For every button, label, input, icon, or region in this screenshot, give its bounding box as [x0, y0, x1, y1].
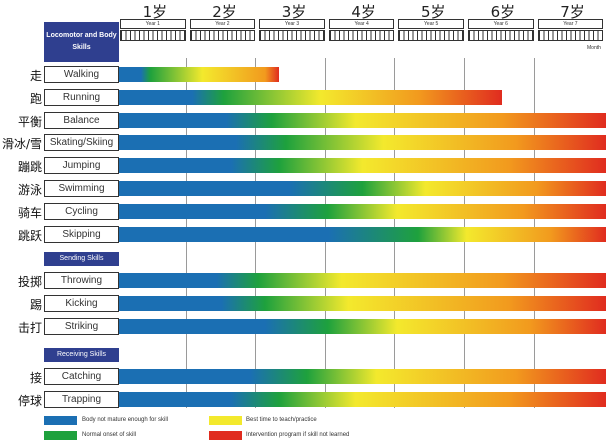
month-ruler — [120, 30, 186, 41]
skill-english-label: Striking — [44, 317, 119, 335]
skill-chinese-label: 蹦跳 — [17, 160, 42, 175]
skill-bar — [119, 318, 607, 334]
skill-english-label: Skating/Skiing — [44, 134, 119, 152]
age-label: 4岁 — [351, 3, 376, 21]
skill-bar — [119, 135, 607, 151]
section-header: Receiving Skills — [44, 348, 119, 362]
section-header: Locomotor and Body Skills — [44, 22, 119, 62]
skill-english-label: Balance — [44, 111, 119, 129]
skill-bar — [119, 158, 607, 174]
month-ruler — [537, 30, 604, 41]
skill-bar — [119, 67, 280, 82]
year-box: Year 5 — [398, 19, 464, 29]
skill-chinese-label: 击打 — [17, 320, 42, 335]
age-label: 6岁 — [490, 3, 516, 21]
year-box: Year 7 — [537, 19, 604, 29]
month-ruler — [189, 30, 256, 41]
skill-chinese-label: 接 — [29, 371, 42, 385]
year-box: Year 6 — [468, 19, 534, 29]
skill-chinese-label: 走 — [29, 69, 42, 83]
skill-bar — [119, 295, 607, 311]
age-label: 3岁 — [281, 3, 307, 21]
skill-english-label: Throwing — [44, 272, 119, 289]
month-ruler — [328, 30, 395, 41]
year-box: Year 4 — [328, 19, 395, 29]
skill-chinese-label: 滑冰/雪 — [1, 137, 42, 152]
skill-bar — [119, 112, 607, 128]
skill-english-label: Trapping — [44, 390, 119, 408]
section-header: Sending Skills — [44, 252, 119, 266]
age-label: 7岁 — [560, 3, 585, 21]
skill-chinese-label: 停球 — [17, 393, 42, 408]
skill-bar — [119, 181, 607, 196]
legend-text: Best time to teach/practice — [246, 417, 317, 423]
month-ruler — [468, 30, 534, 41]
age-label: 1岁 — [142, 3, 168, 21]
legend-swatch — [44, 416, 77, 425]
skill-chinese-label: 踢 — [29, 297, 42, 312]
legend-swatch — [44, 431, 77, 440]
age-label: 2岁 — [212, 3, 237, 21]
skill-bar — [119, 369, 607, 384]
skill-bar — [119, 273, 607, 288]
skill-bar — [119, 391, 607, 407]
skill-english-label: Jumping — [44, 157, 119, 175]
skill-chinese-label: 游泳 — [17, 183, 42, 197]
month-ruler — [259, 30, 325, 41]
skill-chinese-label: 平衡 — [17, 114, 42, 129]
legend-text: Normal onset of skill — [82, 432, 137, 438]
skill-english-label: Swimming — [44, 180, 119, 197]
skill-english-label: Cycling — [44, 202, 119, 220]
skill-bar — [119, 226, 607, 242]
legend-swatch — [209, 431, 242, 440]
year-box: Year 2 — [189, 19, 256, 29]
skill-bar — [119, 203, 607, 219]
legend-text: Body not mature enough for skill — [82, 417, 169, 423]
skill-english-label: Kicking — [44, 294, 119, 312]
year-box: Year 1 — [120, 19, 186, 29]
month-label: Month — [587, 45, 601, 51]
skill-bar — [119, 89, 502, 105]
month-ruler — [398, 30, 464, 41]
legend-text: Intervention program if skill not learne… — [246, 432, 350, 438]
age-label: 5岁 — [421, 3, 446, 21]
skill-english-label: Walking — [44, 66, 119, 83]
skill-english-label: Catching — [44, 368, 119, 385]
skill-english-label: Running — [44, 88, 119, 106]
skill-chinese-label: 投掷 — [17, 275, 42, 289]
skill-chinese-label: 跑 — [29, 91, 42, 106]
skill-chinese-label: 跳跃 — [17, 228, 42, 243]
skill-chinese-label: 骑车 — [17, 205, 42, 220]
skill-english-label: Skipping — [44, 225, 119, 243]
year-box: Year 3 — [259, 19, 325, 29]
legend-swatch — [209, 416, 242, 425]
